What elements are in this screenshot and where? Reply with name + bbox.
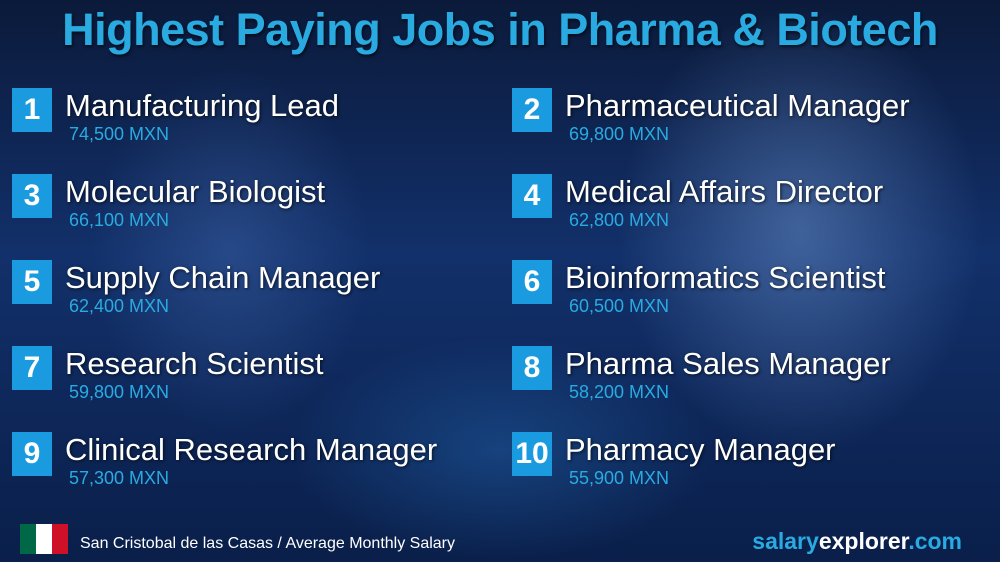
brand: salaryexplorer.com [752, 528, 962, 555]
job-title: Pharma Sales Manager [565, 346, 891, 381]
job-item: 6 Bioinformatics Scientist 60,500 MXN [512, 260, 992, 330]
job-salary: 60,500 MXN [569, 296, 670, 316]
job-salary: 55,900 MXN [569, 468, 670, 488]
job-title: Supply Chain Manager [65, 260, 381, 295]
job-salary: 74,500 MXN [69, 124, 170, 144]
job-title: Pharmacy Manager [565, 432, 836, 467]
job-item: 10 Pharmacy Manager 55,900 MXN [512, 432, 992, 502]
job-item: 5 Supply Chain Manager 62,400 MXN [12, 260, 492, 330]
job-salary: 66,100 MXN [69, 210, 170, 230]
job-item: 9 Clinical Research Manager 57,300 MXN [12, 432, 492, 502]
rank-badge: 5 [12, 260, 52, 304]
job-title: Clinical Research Manager [65, 432, 438, 467]
rank-badge: 4 [512, 174, 552, 218]
job-item: 7 Research Scientist 59,800 MXN [12, 346, 492, 416]
job-salary: 69,800 MXN [569, 124, 670, 144]
flag-stripe [52, 524, 68, 554]
footer-location: San Cristobal de las Casas / Average Mon… [80, 535, 456, 552]
brand-part: .com [908, 528, 962, 554]
rank-badge: 6 [512, 260, 552, 304]
job-item: 3 Molecular Biologist 66,100 MXN [12, 174, 492, 244]
flag-stripe [36, 524, 52, 554]
job-title: Molecular Biologist [65, 174, 326, 209]
rank-badge: 7 [12, 346, 52, 390]
rank-badge: 10 [512, 432, 552, 476]
rank-badge: 3 [12, 174, 52, 218]
rank-badge: 1 [12, 88, 52, 132]
rank-badge: 2 [512, 88, 552, 132]
job-item: 1 Manufacturing Lead 74,500 MXN [12, 88, 492, 158]
job-title: Manufacturing Lead [65, 88, 340, 123]
job-title: Bioinformatics Scientist [565, 260, 886, 295]
job-title: Medical Affairs Director [565, 174, 884, 209]
job-title: Research Scientist [65, 346, 324, 381]
brand-part: salary [752, 528, 819, 554]
job-title: Pharmaceutical Manager [565, 88, 910, 123]
brand-part: explorer [818, 528, 909, 554]
job-salary: 62,400 MXN [69, 296, 170, 316]
rank-badge: 8 [512, 346, 552, 390]
flag-stripe [20, 524, 36, 554]
job-salary: 59,800 MXN [69, 382, 170, 402]
job-item: 2 Pharmaceutical Manager 69,800 MXN [512, 88, 992, 158]
job-salary: 62,800 MXN [569, 210, 670, 230]
flag [20, 524, 68, 554]
job-salary: 58,200 MXN [569, 382, 670, 402]
job-item: 8 Pharma Sales Manager 58,200 MXN [512, 346, 992, 416]
job-item: 4 Medical Affairs Director 62,800 MXN [512, 174, 992, 244]
rank-badge: 9 [12, 432, 52, 476]
title: Highest Paying Jobs in Pharma & Biotech [62, 4, 938, 55]
job-salary: 57,300 MXN [69, 468, 170, 488]
